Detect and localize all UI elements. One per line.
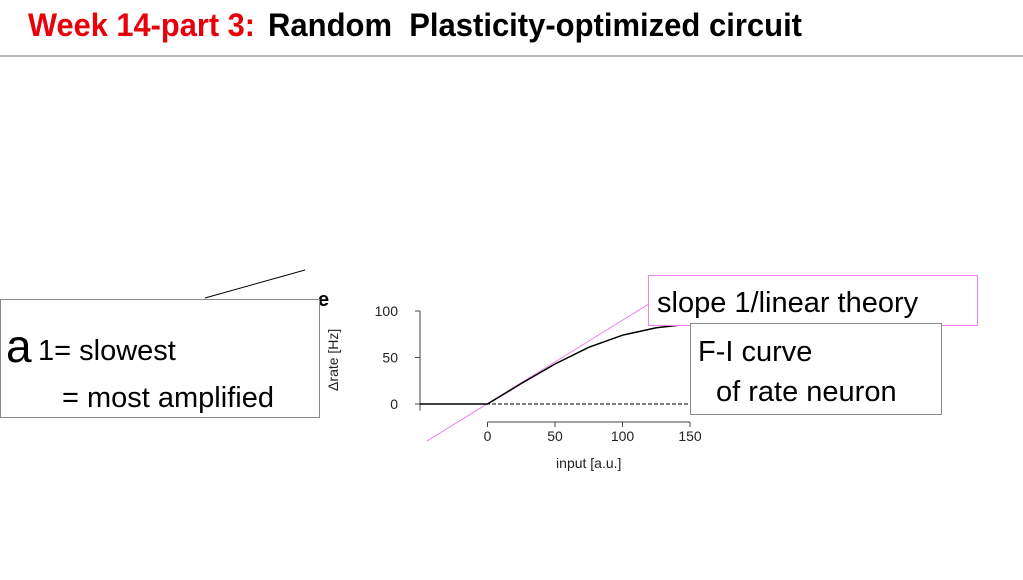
x-axis-label: input [a.u.] [556,455,621,471]
eigen-line1: 1= slowest [38,335,176,367]
eigen-symbol: a [6,320,32,372]
fi-box [690,323,942,415]
fi-line1: F-I curve [698,336,812,368]
fi-line2: of rate neuron [716,376,897,408]
plot: 0 50 100 0 50 100 150 input [a.u.] Δrate [Hz] e [318,289,702,471]
y-tick-label: 100 [375,303,399,319]
slope-label: slope 1/linear theory [657,287,919,319]
eigen-box [0,299,320,418]
x-tick-label: 150 [678,428,702,444]
y-tick-label: 50 [382,350,398,366]
eigen-line2: = most amplified [62,382,274,414]
panel-label: e [318,289,329,311]
y-tick-label: 0 [390,396,398,412]
y-axis-label: Δrate [Hz] [325,329,341,391]
title: Random Plasticity-optimized circuit [268,7,802,43]
slope-box [648,275,978,326]
x-tick-label: 100 [611,428,635,444]
x-tick-label: 0 [484,428,492,444]
linear-theory [426,303,650,442]
title-part: Week 14-part 3: [28,7,255,43]
pointer-line [204,269,306,299]
x-tick-label: 50 [547,428,563,444]
fi-curve [420,323,691,405]
